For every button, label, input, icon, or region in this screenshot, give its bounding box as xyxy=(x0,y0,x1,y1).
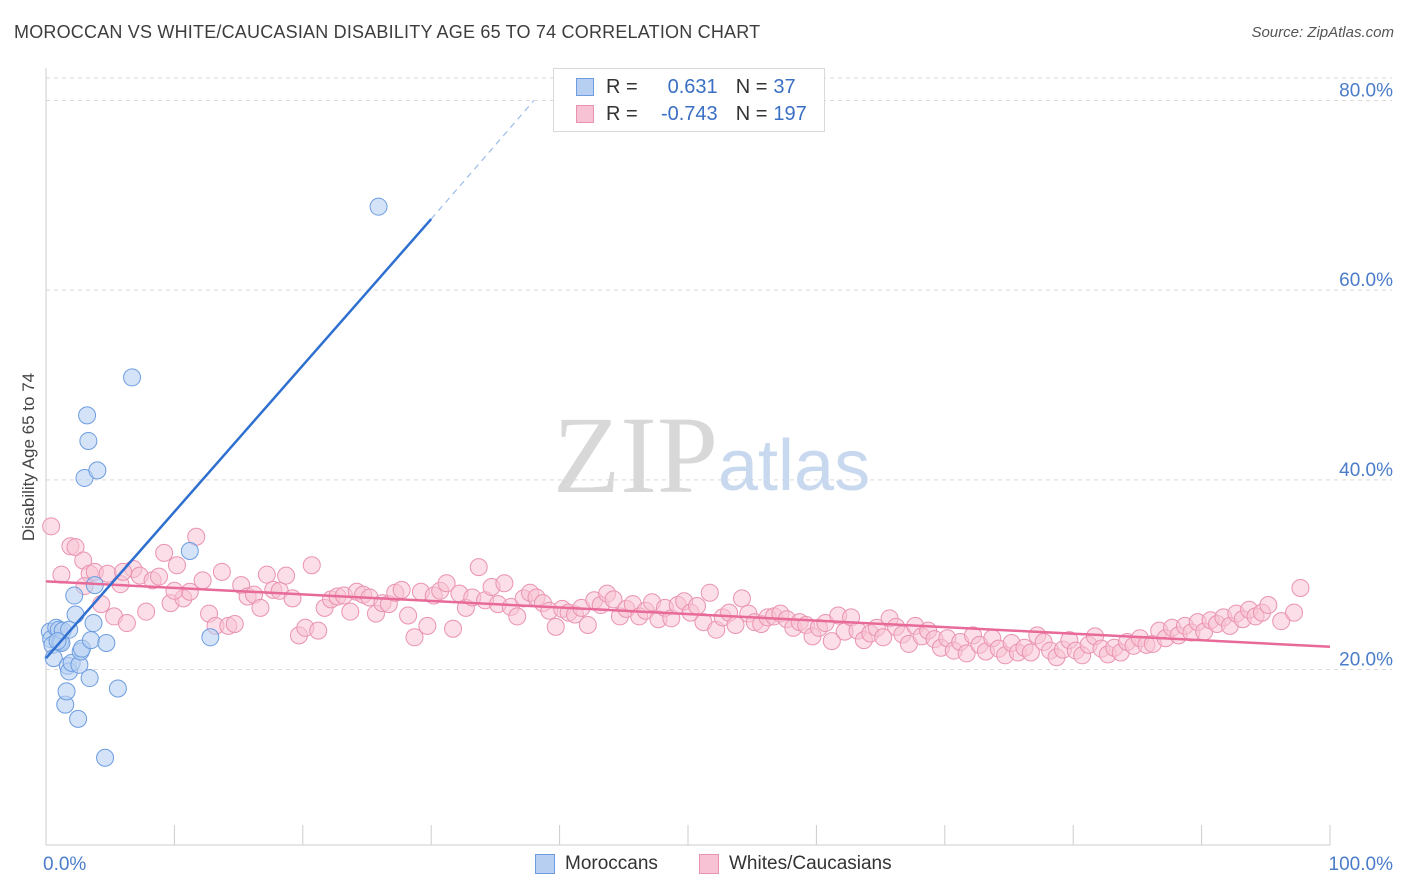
legend-n-label: N = xyxy=(735,75,768,98)
whites-point xyxy=(341,602,360,621)
whites-point xyxy=(1272,612,1291,631)
whites-point xyxy=(117,614,136,633)
bottom-legend-moroccans: Moroccans xyxy=(535,850,658,878)
whites-point xyxy=(957,644,976,663)
moroccans-point xyxy=(84,614,103,633)
whites-point xyxy=(578,615,597,634)
whites-point xyxy=(1285,603,1304,622)
whites-point xyxy=(399,606,418,625)
legend-r-label: R = xyxy=(606,75,638,98)
whites-point xyxy=(1291,578,1310,597)
whites-point xyxy=(732,589,751,608)
whites-point xyxy=(418,616,437,635)
whites-point xyxy=(495,574,514,593)
chart-title: MOROCCAN VS WHITE/CAUCASIAN DISABILITY A… xyxy=(14,22,761,42)
moroccans-point xyxy=(79,431,98,450)
y-axis-label: Disability Age 65 to 74 xyxy=(19,373,38,541)
whites-point xyxy=(700,583,719,602)
whites-point xyxy=(1021,643,1040,662)
moroccans-point xyxy=(78,406,97,425)
moroccans-point xyxy=(88,461,107,480)
y-tick-label: 40.0% xyxy=(1339,460,1393,481)
watermark-atlas: atlas xyxy=(718,426,870,506)
whites-trend-line xyxy=(45,580,1331,649)
moroccans-trend-extension xyxy=(430,100,535,220)
whites-point xyxy=(277,566,296,585)
whites-point xyxy=(42,517,61,536)
moroccans-point xyxy=(81,631,100,650)
legend-row-moroccans: R = 0.631 N = 37 xyxy=(576,75,796,99)
legend-row-whites: R = -0.743 N = 197 xyxy=(576,102,807,126)
moroccans-point xyxy=(96,748,115,767)
whites-point xyxy=(225,615,244,634)
moroccans-point xyxy=(123,368,142,387)
tick-labels: 20.0% 40.0% 60.0% 80.0% 0.0% 100.0% xyxy=(43,80,1393,875)
whites-point xyxy=(604,590,623,609)
moroccans-point xyxy=(65,586,84,605)
x-tick-label-start: 0.0% xyxy=(43,854,86,875)
moroccans-point xyxy=(108,679,127,698)
bottom-legend-label-moroccans: Moroccans xyxy=(565,853,658,874)
bottom-legend-label-whites: Whites/Caucasians xyxy=(729,853,892,874)
whites-point xyxy=(92,595,111,614)
whites-point xyxy=(309,621,328,640)
legend-n-value: 197 xyxy=(773,102,807,125)
watermark: ZIP atlas xyxy=(553,394,870,516)
y-tick-label: 80.0% xyxy=(1339,80,1393,101)
source-label: Source: ZipAtlas.com xyxy=(1251,24,1394,41)
y-tick-label: 60.0% xyxy=(1339,270,1393,291)
legend-swatch-blue xyxy=(576,78,594,96)
whites-point xyxy=(822,632,841,651)
moroccans-point xyxy=(57,682,76,701)
moroccans-point xyxy=(180,541,199,560)
correlation-legend: R = 0.631 N = 37 R = -0.743 N = 197 xyxy=(553,68,825,132)
y-tick-label: 20.0% xyxy=(1339,650,1393,671)
legend-swatch-pink xyxy=(576,105,594,123)
whites-point xyxy=(874,628,893,647)
bottom-legend-swatch-pink xyxy=(699,854,719,874)
whites-point xyxy=(508,607,527,626)
whites-point xyxy=(687,596,706,615)
axes xyxy=(45,68,1331,846)
legend-r-label: R = xyxy=(606,102,638,125)
whites-point xyxy=(1259,596,1278,615)
moroccans-trend-line xyxy=(45,218,433,659)
whites-point xyxy=(155,543,174,562)
moroccans-points xyxy=(40,197,388,767)
whites-point xyxy=(212,562,231,581)
whites-point xyxy=(137,602,156,621)
whites-point xyxy=(444,619,463,638)
whites-point xyxy=(469,558,488,577)
moroccans-point xyxy=(80,669,99,688)
legend-n-label: N = xyxy=(735,102,768,125)
legend-r-value: 0.631 xyxy=(667,75,718,98)
whites-point xyxy=(251,598,270,617)
moroccans-point xyxy=(201,628,220,647)
whites-point xyxy=(405,628,424,647)
whites-point xyxy=(149,567,168,586)
whites-point xyxy=(302,556,321,575)
x-tick-label-end: 100.0% xyxy=(1329,854,1394,875)
whites-point xyxy=(546,617,565,636)
moroccans-point xyxy=(69,709,88,728)
bottom-legend-swatch-blue xyxy=(535,854,555,874)
whites-point xyxy=(165,581,184,600)
trend-lines xyxy=(45,100,1331,659)
whites-point xyxy=(257,565,276,584)
whites-point xyxy=(193,571,212,590)
whites-point xyxy=(392,580,411,599)
moroccans-point xyxy=(66,605,85,624)
moroccans-point xyxy=(97,633,116,652)
whites-point xyxy=(437,574,456,593)
whites-point xyxy=(167,556,186,575)
watermark-zip: ZIP xyxy=(553,394,718,516)
legend-n-value: 37 xyxy=(773,75,796,98)
whites-point xyxy=(66,538,85,557)
moroccans-point xyxy=(48,632,67,651)
moroccans-point xyxy=(369,197,388,216)
legend-r-value: -0.743 xyxy=(660,102,718,125)
bottom-legend-whites: Whites/Caucasians xyxy=(699,850,892,878)
